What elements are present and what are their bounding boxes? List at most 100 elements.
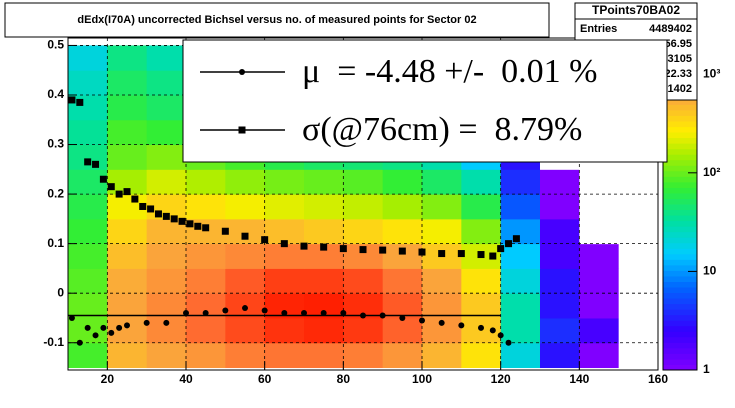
colorbar-step [663,358,697,365]
point [359,246,367,254]
heat-cell [540,317,580,344]
colorbar-step [663,115,697,122]
stats-label: Entries [580,23,617,35]
heat-cell [68,342,108,369]
heat-cell [461,342,502,369]
heat-cell [422,169,462,195]
colorbar-step [663,325,697,332]
point [221,227,229,235]
point [241,232,249,240]
heat-cell [579,169,620,195]
heat-cell [146,94,187,121]
heat-cell [618,243,658,269]
heat-cell [264,243,305,269]
x-tick-label: 40 [179,372,193,386]
point [183,310,189,317]
y-tick-label: -0.1 [43,335,64,349]
colorbar-step [663,353,697,360]
heat-cell [579,317,620,344]
point [115,190,123,198]
colorbar-step [663,159,697,166]
heat-cell [264,268,305,294]
heat-cell [579,243,620,269]
colorbar-step [663,109,697,116]
point [68,96,76,104]
heat-cell [304,169,344,195]
heat-cell [146,342,187,369]
point [222,307,229,314]
heat-cell [186,268,226,294]
heat-cell [264,194,305,220]
point [497,245,505,253]
colorbar-step [663,143,697,150]
point [116,324,123,331]
point [163,319,170,326]
x-tick-label: 20 [101,372,115,386]
heat-cell [186,194,226,220]
colorbar-step [663,253,697,260]
x-tick-label: 120 [491,372,511,386]
colorbar-step [663,270,697,277]
point [147,205,155,213]
heat-cell [146,70,187,96]
heat-cell [343,342,384,369]
heat-cell [264,218,305,245]
z-tick-label: 10² [703,165,720,179]
heat-cell [146,144,187,170]
heat-cell [107,293,148,319]
point [398,247,406,255]
point [438,319,445,326]
heat-cell [68,194,108,220]
point [458,322,465,329]
heat-cell [579,218,620,245]
heat-cell [146,243,187,269]
heat-cell [500,243,541,269]
heat-cell [225,169,266,195]
point [186,220,194,228]
heat-cell [146,293,187,319]
heat-cell [343,194,384,220]
colorbar-step [663,314,697,321]
heat-cell [618,268,658,294]
heat-cell [461,268,502,294]
heat-cell [579,194,620,220]
heat-cell [618,218,658,245]
colorbar-step [663,154,697,161]
heat-cell [618,169,658,195]
heat-cell [225,317,266,344]
heat-cell [225,194,266,220]
colorbar-step [663,237,697,244]
colorbar-step [663,259,697,266]
heat-cell [461,293,502,319]
heat-cell [618,342,658,369]
z-tick-label: 10³ [703,66,720,80]
heat-cell [68,293,108,319]
heat-cell [107,243,148,269]
colorbar-step [663,176,697,183]
point [68,314,75,321]
heat-cell [107,119,148,146]
heat-cell [68,70,108,96]
point [379,312,386,319]
heat-cell [500,218,541,245]
colorbar-step [663,287,697,294]
point [123,188,131,196]
heat-cell [382,268,423,294]
y-tick-label: 0.4 [47,87,64,101]
stats-value: 56.95 [664,38,692,50]
heat-cell [343,169,384,195]
colorbar-step [663,226,697,233]
heat-cell [146,169,187,195]
y-tick-label: 0 [57,285,64,299]
point [340,310,347,317]
heat-cell [225,243,266,269]
heat-cell [500,194,541,220]
heat-cell [107,45,148,71]
point [100,324,107,331]
point [99,175,107,183]
colorbar-step [663,303,697,310]
heat-cell [304,342,344,369]
heat-cell [618,293,658,319]
colorbar-step [663,331,697,338]
